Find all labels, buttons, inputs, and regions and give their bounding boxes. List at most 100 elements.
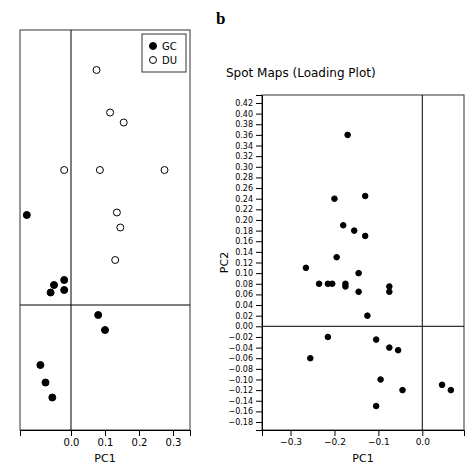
tick: 0.1 <box>98 430 114 448</box>
point <box>61 167 68 174</box>
point <box>387 289 393 295</box>
plot-frame <box>20 30 190 430</box>
tick-mark <box>256 390 262 391</box>
series <box>23 212 108 402</box>
point <box>387 345 393 351</box>
tick: 0.16 <box>235 237 262 246</box>
tick: 0.10 <box>235 269 262 278</box>
axis-line <box>263 431 465 437</box>
point <box>448 387 454 393</box>
tick-mark <box>105 430 106 436</box>
point <box>356 289 362 295</box>
tick-mark <box>334 430 335 436</box>
point <box>117 224 124 231</box>
point <box>308 355 314 361</box>
chart-title: Spot Maps (Loading Plot) <box>226 66 376 80</box>
point <box>362 233 368 239</box>
tick: −0.08 <box>228 365 262 374</box>
tick-label: 0.16 <box>235 237 253 246</box>
tick-mark <box>256 231 262 232</box>
tick-label: 0.10 <box>235 269 253 278</box>
tick-label: 0.42 <box>235 99 253 108</box>
tick: −0.2 <box>324 430 346 447</box>
tick-label: 0.20 <box>235 216 253 225</box>
x-axis-title: PC1 <box>352 452 373 465</box>
tick-label: 0.3 <box>166 437 182 448</box>
tick: 0.30 <box>235 163 262 172</box>
point <box>107 109 114 116</box>
tick-label: −0.16 <box>228 407 253 416</box>
point <box>439 382 445 388</box>
tick: −0.1 <box>368 430 390 447</box>
point <box>365 313 371 319</box>
tick: 0.06 <box>235 290 262 299</box>
tick: −0.14 <box>228 397 262 406</box>
tick-mark <box>256 252 262 253</box>
tick-label: −0.06 <box>228 354 253 363</box>
point <box>47 289 54 296</box>
tick-label: 0.40 <box>235 110 253 119</box>
point <box>340 222 346 228</box>
tick-label: 0.30 <box>235 163 253 172</box>
tick-label: 0.28 <box>235 173 253 182</box>
tick-label: 0.02 <box>235 312 253 321</box>
legend-box <box>142 34 186 72</box>
point <box>42 379 49 386</box>
tick-label: 0.2 <box>132 437 148 448</box>
tick: 0.00 <box>235 322 262 331</box>
reference-line <box>422 95 423 430</box>
tick-label: 0.34 <box>235 142 253 151</box>
tick-mark <box>256 316 262 317</box>
tick: 0.04 <box>235 301 262 310</box>
point <box>93 67 100 74</box>
tick-label: −0.18 <box>228 418 253 427</box>
tick-label: 0.04 <box>235 301 253 310</box>
point <box>325 334 331 340</box>
series <box>61 67 168 264</box>
tick-label: 0.24 <box>235 195 253 204</box>
legend-label: DU <box>162 55 177 66</box>
tick-mark <box>256 156 262 157</box>
tick-mark <box>256 326 262 327</box>
y-axis-title: PC2 <box>218 252 231 273</box>
point <box>373 403 379 409</box>
tick: −0.10 <box>228 376 262 385</box>
tick-label: 0.00 <box>235 322 253 331</box>
tick-label: −0.1 <box>368 437 390 447</box>
tick-mark <box>256 294 262 295</box>
tick-mark <box>256 199 262 200</box>
legend-swatch <box>150 57 157 64</box>
point <box>303 265 309 271</box>
point <box>49 394 56 401</box>
tick: −0.16 <box>228 407 262 416</box>
tick: 0.3 <box>166 430 182 448</box>
point <box>61 277 68 284</box>
tick: −0.12 <box>228 386 262 395</box>
tick: 0.22 <box>235 205 262 214</box>
tick: 0.28 <box>235 173 262 182</box>
legend-item: DU <box>150 55 178 66</box>
tick-label: 0.08 <box>235 280 253 289</box>
tick-mark <box>256 401 262 402</box>
axis: −0.3−0.2−0.10.0 <box>263 430 465 447</box>
point <box>345 132 351 138</box>
tick: −0.02 <box>228 333 262 342</box>
axis: 0.00.10.20.3 <box>21 430 191 448</box>
point <box>387 284 393 290</box>
tick-label: 0.06 <box>235 290 253 299</box>
tick: 0.26 <box>235 184 262 193</box>
tick: 0.0 <box>416 430 431 447</box>
point <box>362 193 368 199</box>
tick-mark <box>256 124 262 125</box>
tick-mark <box>256 135 262 136</box>
tick-label: 0.14 <box>235 248 253 257</box>
tick-label: −0.04 <box>228 344 253 353</box>
tick-mark <box>256 146 262 147</box>
point <box>395 347 401 353</box>
tick: −0.18 <box>228 418 262 427</box>
point <box>343 284 349 290</box>
tick-label: −0.08 <box>228 365 253 374</box>
point <box>316 281 322 287</box>
tick-label: 0.1 <box>98 437 114 448</box>
point <box>400 387 406 393</box>
